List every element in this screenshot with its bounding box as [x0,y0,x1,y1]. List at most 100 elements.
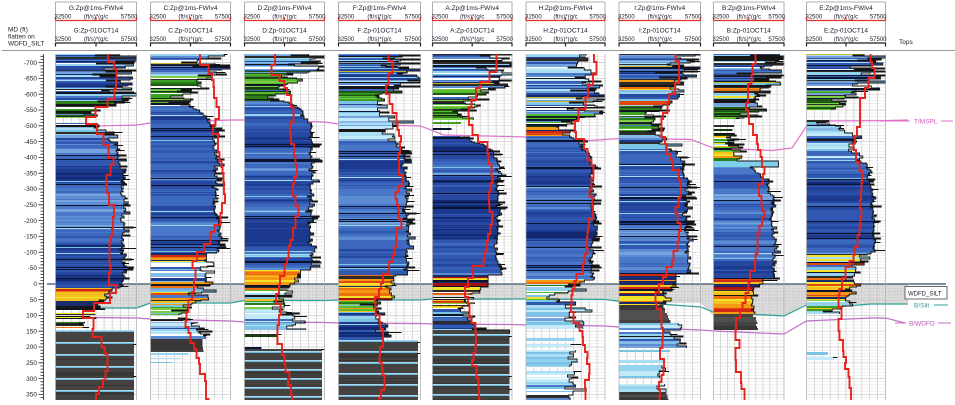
svg-text:(ft/s)*(g/c: (ft/s)*(g/c [834,37,858,43]
svg-text:I:Zp@1ms-FWIv4: I:Zp@1ms-FWIv4 [634,5,685,12]
svg-text:(ft/s)*(g/c: (ft/s)*(g/c [178,37,202,43]
svg-text:32500: 32500 [618,15,635,21]
svg-text:32500: 32500 [432,15,449,21]
svg-text:(ft/s)*(g/c: (ft/s)*(g/c [834,15,858,21]
svg-text:57500: 57500 [215,37,232,43]
svg-text:-500: -500 [24,123,37,130]
svg-text:(ft/s)*(g/c: (ft/s)*(g/c [272,37,296,43]
svg-text:flatten on: flatten on [8,34,35,41]
svg-text:(ft/s)*(g/c: (ft/s)*(g/c [178,15,202,21]
svg-text:32500: 32500 [525,37,542,43]
svg-text:32500: 32500 [806,37,823,43]
svg-text:-150: -150 [24,234,37,241]
svg-text:300: 300 [26,376,37,383]
svg-text:(ft/s)*(g/c: (ft/s)*(g/c [737,37,761,43]
svg-text:E:Zp-01OCT14: E:Zp-01OCT14 [824,28,868,35]
svg-text:F:Zp@1ms-FWIv4: F:Zp@1ms-FWIv4 [353,5,407,12]
svg-text:G:Zp@1ms-FWIv4: G:Zp@1ms-FWIv4 [69,5,124,12]
svg-text:-300: -300 [24,186,37,193]
svg-text:-650: -650 [24,76,37,83]
svg-text:MD (ft): MD (ft) [8,27,28,34]
svg-text:-600: -600 [24,91,37,98]
svg-text:B:Zp@1ms-FWIv4: B:Zp@1ms-FWIv4 [722,5,776,12]
svg-text:(ft/s)*(g/c: (ft/s)*(g/c [367,37,391,43]
svg-text:H:Zp@1ms-FWIv4: H:Zp@1ms-FWIv4 [539,5,593,12]
svg-text:350: 350 [26,392,37,399]
svg-text:32500: 32500 [432,37,449,43]
svg-text:57500: 57500 [121,37,138,43]
svg-text:32500: 32500 [338,15,355,21]
svg-text:57500: 57500 [215,15,232,21]
svg-text:32500: 32500 [338,37,355,43]
svg-text:D:Zp-01OCT14: D:Zp-01OCT14 [262,28,307,35]
svg-text:100: 100 [26,313,37,320]
svg-text:WDFD_SILT: WDFD_SILT [8,41,44,48]
svg-text:-400: -400 [24,155,37,162]
svg-text:C:Zp-01OCT14: C:Zp-01OCT14 [168,28,213,35]
svg-text:(ft/s)*(g/c: (ft/s)*(g/c [737,15,761,21]
svg-text:57500: 57500 [768,15,785,21]
svg-text:B/Silt: B/Silt [914,303,929,310]
svg-text:-250: -250 [24,202,37,209]
svg-text:32500: 32500 [150,37,167,43]
svg-text:250: 250 [26,360,37,367]
svg-text:50: 50 [30,297,38,304]
svg-text:32500: 32500 [525,15,542,21]
svg-text:57500: 57500 [496,37,513,43]
svg-text:32500: 32500 [806,15,823,21]
svg-text:200: 200 [26,344,37,351]
svg-text:WDFD_SILT: WDFD_SILT [908,292,942,298]
svg-text:(ft/s)*(g/c: (ft/s)*(g/c [648,37,672,43]
svg-text:E:Zp@1ms-FWIv4: E:Zp@1ms-FWIv4 [819,5,873,12]
svg-text:32500: 32500 [618,37,635,43]
svg-text:57500: 57500 [309,15,326,21]
svg-text:57500: 57500 [589,15,606,21]
svg-text:57500: 57500 [870,15,887,21]
svg-text:(ft/s)*(g/c: (ft/s)*(g/c [648,15,672,21]
svg-text:C:Zp@1ms-FWIv4: C:Zp@1ms-FWIv4 [164,5,218,12]
svg-text:(ft/s)*(g/c: (ft/s)*(g/c [272,15,296,21]
svg-text:B/WDFD: B/WDFD [909,321,935,328]
svg-text:57500: 57500 [309,37,326,43]
svg-text:(ft/s)*(g/c: (ft/s)*(g/c [367,15,391,21]
svg-text:32500: 32500 [713,15,730,21]
svg-text:0: 0 [33,281,37,288]
svg-text:B:Zp-01OCT14: B:Zp-01OCT14 [727,28,771,35]
svg-text:G:Zp-01OCT14: G:Zp-01OCT14 [74,28,119,35]
svg-text:A:Zp-01OCT14: A:Zp-01OCT14 [450,28,494,35]
svg-text:57500: 57500 [685,37,702,43]
svg-text:-700: -700 [24,60,37,67]
svg-text:57500: 57500 [589,37,606,43]
svg-text:32500: 32500 [244,37,261,43]
svg-text:(ft/s)*(g/c: (ft/s)*(g/c [84,37,108,43]
svg-text:57500: 57500 [870,37,887,43]
svg-text:57500: 57500 [496,15,513,21]
svg-text:Tops: Tops [899,39,913,46]
svg-text:32500: 32500 [713,37,730,43]
svg-text:32500: 32500 [150,15,167,21]
svg-text:32500: 32500 [244,15,261,21]
svg-text:(ft/s)*(g/c: (ft/s)*(g/c [460,15,484,21]
svg-text:57500: 57500 [405,15,422,21]
svg-text:32500: 32500 [55,37,72,43]
svg-text:(ft/s)*(g/c: (ft/s)*(g/c [84,15,108,21]
svg-text:A:Zp@1ms-FWIv4: A:Zp@1ms-FWIv4 [445,5,499,12]
svg-text:57500: 57500 [121,15,138,21]
svg-text:F:Zp-01OCT14: F:Zp-01OCT14 [358,28,402,35]
svg-text:32500: 32500 [55,15,72,21]
svg-text:(ft/s)*(g/c: (ft/s)*(g/c [460,37,484,43]
svg-text:150: 150 [26,328,37,335]
svg-text:57500: 57500 [685,15,702,21]
svg-text:-200: -200 [24,218,37,225]
svg-text:-50: -50 [28,265,38,272]
svg-text:(ft/s)*(g/c: (ft/s)*(g/c [553,15,577,21]
svg-text:57500: 57500 [405,37,422,43]
svg-text:-450: -450 [24,139,37,146]
svg-text:H:Zp-01OCT14: H:Zp-01OCT14 [543,28,588,35]
svg-text:(ft/s)*(g/c: (ft/s)*(g/c [553,37,577,43]
svg-text:-100: -100 [24,249,37,256]
svg-text:57500: 57500 [768,37,785,43]
svg-text:D:Zp@1ms-FWIv4: D:Zp@1ms-FWIv4 [258,5,312,12]
svg-text:I:Zp-01OCT14: I:Zp-01OCT14 [639,28,681,35]
svg-text:-550: -550 [24,107,37,114]
